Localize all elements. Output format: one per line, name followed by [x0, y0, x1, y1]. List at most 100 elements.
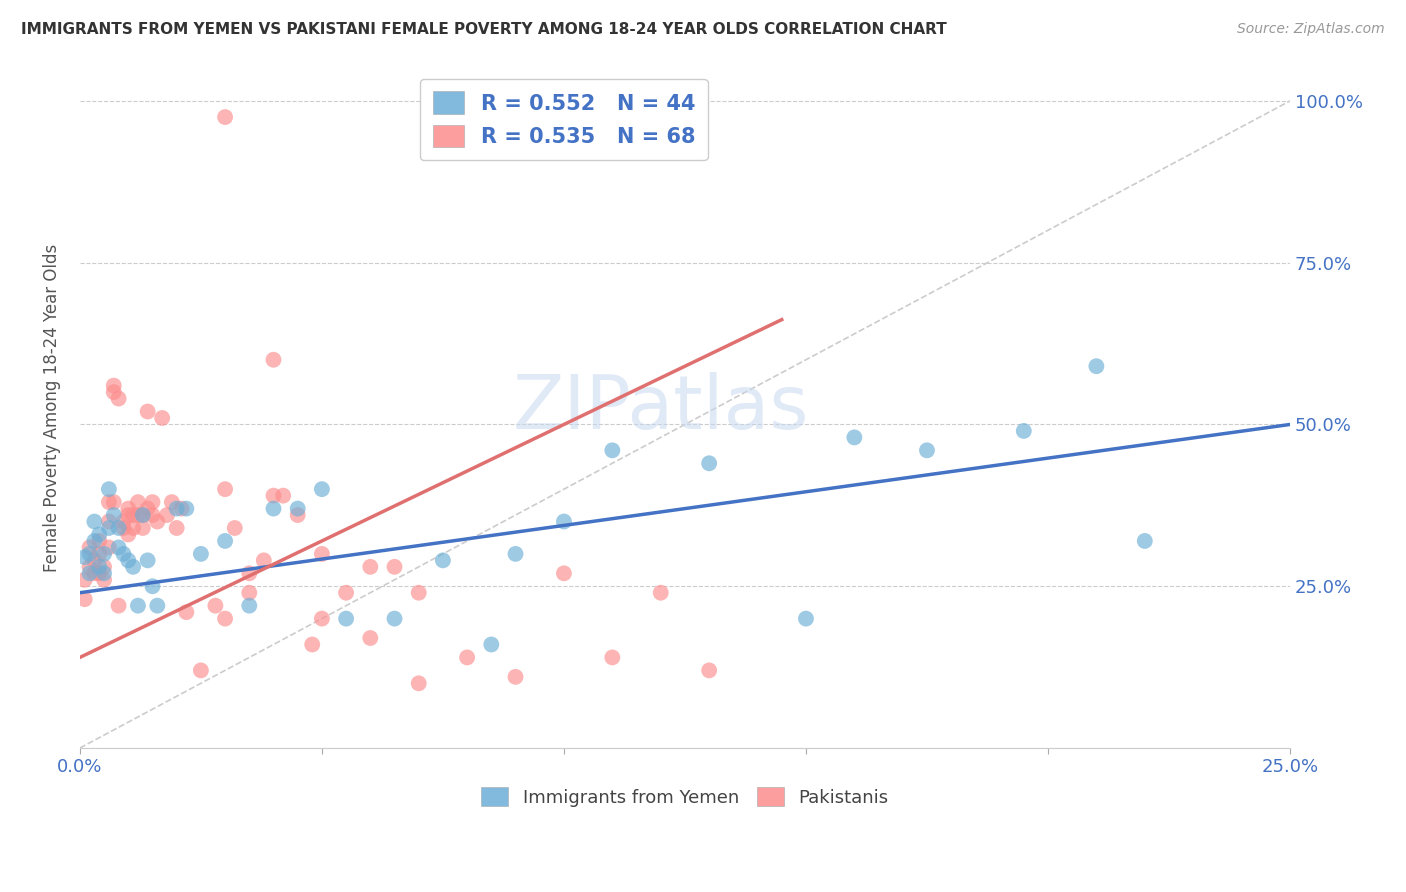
Pakistanis — [238, 585, 260, 599]
Pakistanis — [160, 495, 183, 509]
Pakistanis — [117, 501, 139, 516]
Pakistanis — [127, 508, 149, 522]
Legend: Immigrants from Yemen, Pakistanis: Immigrants from Yemen, Pakistanis — [474, 780, 896, 814]
Immigrants from Yemen — [190, 547, 212, 561]
Immigrants from Yemen — [97, 482, 120, 496]
Pakistanis — [263, 352, 285, 367]
Pakistanis — [117, 527, 139, 541]
Pakistanis — [103, 495, 125, 509]
Immigrants from Yemen — [794, 612, 817, 626]
Pakistanis — [263, 489, 285, 503]
Immigrants from Yemen — [176, 501, 198, 516]
Pakistanis — [384, 559, 406, 574]
Pakistanis — [132, 508, 155, 522]
Immigrants from Yemen — [553, 515, 575, 529]
Pakistanis — [97, 495, 120, 509]
Pakistanis — [117, 508, 139, 522]
Pakistanis — [136, 501, 159, 516]
Immigrants from Yemen — [136, 553, 159, 567]
Pakistanis — [73, 592, 96, 607]
Immigrants from Yemen — [103, 508, 125, 522]
Pakistanis — [553, 566, 575, 581]
Pakistanis — [97, 541, 120, 555]
Text: Source: ZipAtlas.com: Source: ZipAtlas.com — [1237, 22, 1385, 37]
Immigrants from Yemen — [89, 527, 111, 541]
Pakistanis — [408, 676, 430, 690]
Pakistanis — [176, 605, 198, 619]
Immigrants from Yemen — [117, 553, 139, 567]
Immigrants from Yemen — [83, 533, 105, 548]
Pakistanis — [136, 404, 159, 418]
Immigrants from Yemen — [107, 541, 129, 555]
Pakistanis — [103, 385, 125, 400]
Immigrants from Yemen — [79, 547, 101, 561]
Pakistanis — [112, 515, 135, 529]
Text: IMMIGRANTS FROM YEMEN VS PAKISTANI FEMALE POVERTY AMONG 18-24 YEAR OLDS CORRELAT: IMMIGRANTS FROM YEMEN VS PAKISTANI FEMAL… — [21, 22, 946, 37]
Immigrants from Yemen — [146, 599, 169, 613]
Immigrants from Yemen — [1085, 359, 1108, 374]
Immigrants from Yemen — [73, 550, 96, 565]
Pakistanis — [271, 489, 294, 503]
Immigrants from Yemen — [602, 443, 624, 458]
Pakistanis — [146, 515, 169, 529]
Immigrants from Yemen — [141, 579, 163, 593]
Immigrants from Yemen — [238, 599, 260, 613]
Pakistanis — [287, 508, 309, 522]
Immigrants from Yemen — [287, 501, 309, 516]
Pakistanis — [141, 508, 163, 522]
Pakistanis — [89, 533, 111, 548]
Pakistanis — [214, 110, 236, 124]
Immigrants from Yemen — [1012, 424, 1035, 438]
Immigrants from Yemen — [107, 521, 129, 535]
Immigrants from Yemen — [122, 559, 145, 574]
Immigrants from Yemen — [112, 547, 135, 561]
Pakistanis — [103, 378, 125, 392]
Immigrants from Yemen — [263, 501, 285, 516]
Pakistanis — [697, 664, 720, 678]
Pakistanis — [214, 612, 236, 626]
Pakistanis — [132, 521, 155, 535]
Immigrants from Yemen — [335, 612, 357, 626]
Pakistanis — [79, 541, 101, 555]
Pakistanis — [224, 521, 246, 535]
Immigrants from Yemen — [97, 521, 120, 535]
Y-axis label: Female Poverty Among 18-24 Year Olds: Female Poverty Among 18-24 Year Olds — [44, 244, 60, 573]
Pakistanis — [122, 521, 145, 535]
Immigrants from Yemen — [127, 599, 149, 613]
Immigrants from Yemen — [166, 501, 188, 516]
Immigrants from Yemen — [384, 612, 406, 626]
Pakistanis — [112, 521, 135, 535]
Immigrants from Yemen — [79, 566, 101, 581]
Pakistanis — [335, 585, 357, 599]
Pakistanis — [214, 482, 236, 496]
Pakistanis — [650, 585, 672, 599]
Immigrants from Yemen — [93, 566, 115, 581]
Immigrants from Yemen — [132, 508, 155, 522]
Pakistanis — [204, 599, 226, 613]
Pakistanis — [107, 599, 129, 613]
Pakistanis — [253, 553, 276, 567]
Immigrants from Yemen — [432, 553, 454, 567]
Immigrants from Yemen — [697, 456, 720, 470]
Pakistanis — [156, 508, 179, 522]
Pakistanis — [150, 411, 173, 425]
Immigrants from Yemen — [83, 515, 105, 529]
Immigrants from Yemen — [479, 638, 502, 652]
Pakistanis — [408, 585, 430, 599]
Pakistanis — [190, 664, 212, 678]
Pakistanis — [456, 650, 478, 665]
Pakistanis — [97, 515, 120, 529]
Pakistanis — [79, 559, 101, 574]
Pakistanis — [301, 638, 323, 652]
Immigrants from Yemen — [505, 547, 527, 561]
Pakistanis — [89, 566, 111, 581]
Pakistanis — [602, 650, 624, 665]
Pakistanis — [311, 612, 333, 626]
Text: ZIPatlas: ZIPatlas — [513, 372, 808, 445]
Pakistanis — [359, 631, 381, 645]
Pakistanis — [141, 495, 163, 509]
Immigrants from Yemen — [93, 547, 115, 561]
Pakistanis — [107, 392, 129, 406]
Immigrants from Yemen — [214, 533, 236, 548]
Pakistanis — [73, 573, 96, 587]
